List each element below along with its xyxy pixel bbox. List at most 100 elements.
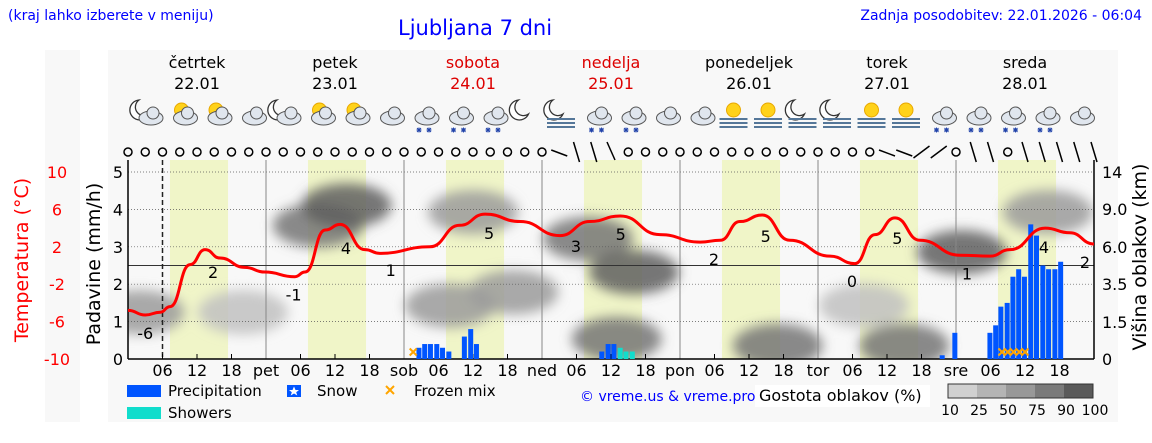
- day-date: 24.01: [450, 74, 496, 93]
- cloud-shape: [1009, 106, 1022, 120]
- x-tick-label: 12: [463, 361, 483, 380]
- wind-calm-icon: [468, 147, 478, 157]
- x-tick-label: 18: [359, 361, 379, 380]
- frozen-mix-mark: [408, 347, 418, 357]
- precip-bar: [939, 355, 945, 359]
- cloud-legend-swatch: [948, 384, 977, 398]
- cloud-shape: [664, 106, 677, 120]
- cloud-height-tick: 9.0: [1102, 200, 1127, 219]
- sun-cloud-icon: [345, 102, 371, 126]
- wind-barb-icon: [1073, 141, 1081, 163]
- cloud-icon: [656, 106, 681, 126]
- x-tick-label: 06: [842, 361, 862, 380]
- wind-calm-icon: [623, 147, 633, 157]
- day-short-label: tor: [807, 361, 830, 380]
- wind-calm-icon: [485, 147, 495, 157]
- x-tick-label: 06: [428, 361, 448, 380]
- snow-shape: [934, 127, 939, 133]
- snow-shape: [633, 127, 639, 133]
- cloud-blob: [1003, 190, 1093, 235]
- cloud-blob: [543, 216, 633, 261]
- day-short-label: sre: [944, 361, 968, 380]
- snow-shape: [495, 127, 501, 133]
- sun-shape: [760, 102, 776, 118]
- cloud-snow-icon: [1035, 106, 1061, 133]
- cloud-shape: [215, 106, 229, 120]
- precip-bar: [1016, 269, 1022, 359]
- precip-bar: [427, 344, 433, 359]
- page-title: Ljubljana 7 dni: [398, 16, 553, 40]
- wind-calm-icon: [433, 147, 444, 157]
- sun-shape: [726, 102, 741, 118]
- day-name: nedelja: [582, 53, 641, 72]
- day-date: 28.01: [1002, 74, 1048, 93]
- temperature-label: 1: [386, 261, 396, 280]
- day-short-label: pon: [665, 361, 695, 380]
- wind-calm-icon: [123, 147, 133, 157]
- wind-barb-icon: [590, 141, 598, 163]
- precip-bar: [1046, 269, 1052, 359]
- precip-tick: 5: [113, 163, 123, 182]
- snow-shape: [599, 127, 604, 133]
- cloud-blob: [916, 230, 1007, 275]
- wind-calm-icon: [865, 147, 875, 157]
- x-tick-label: 18: [773, 361, 793, 380]
- precip-bar: [1010, 276, 1016, 359]
- wind-calm-icon: [951, 147, 961, 157]
- day-short-label: sob: [390, 361, 418, 380]
- precip-tick: 3: [113, 238, 123, 257]
- wind-calm-icon: [778, 147, 789, 157]
- wind-barb-icon: [1038, 141, 1046, 163]
- wind-calm-icon: [502, 147, 513, 157]
- cloud-shape: [698, 106, 712, 120]
- snow-shape: [944, 127, 949, 133]
- sun-fog-icon: [857, 102, 886, 128]
- temperature-label: 4: [1039, 238, 1049, 257]
- precip-bar: [473, 344, 479, 359]
- precip-bar: [468, 329, 474, 359]
- temperature-line: [127, 212, 1095, 317]
- wind-barb-icon: [606, 141, 616, 161]
- temperature-label: -6: [137, 324, 153, 343]
- snow-shape: [968, 127, 974, 133]
- snow-shape: [461, 127, 466, 133]
- wind-calm-icon: [796, 147, 806, 157]
- snow-shape: [1013, 127, 1018, 133]
- cloud-snow-icon: [449, 106, 474, 133]
- x-tick-label: 18: [221, 361, 241, 380]
- cloud-shape: [491, 106, 505, 120]
- precip-bar: [416, 347, 422, 359]
- wind-calm-icon: [847, 147, 858, 157]
- wind-calm-icon: [744, 147, 754, 157]
- wind-calm-icon: [295, 147, 306, 157]
- cloud-shape: [284, 106, 298, 120]
- wind-barb-icon: [878, 149, 896, 157]
- temperature-label: 5: [761, 227, 771, 246]
- precip-bar: [1028, 224, 1034, 359]
- last-update: Zadnja posodobitev: 22.01.2026 - 06:04: [860, 8, 1142, 24]
- cloud-legend-level: 25: [970, 403, 988, 419]
- temp-tick: 2: [52, 238, 62, 257]
- moon-shape: [784, 99, 807, 121]
- temperature-label: 5: [616, 225, 626, 244]
- copyright-link[interactable]: © vreme.us & vreme.pro: [580, 389, 755, 405]
- wind-barb-icon: [969, 141, 977, 163]
- wind-calm-icon: [226, 147, 237, 157]
- precip-bar: [461, 336, 467, 359]
- precip-bar: [1058, 261, 1064, 359]
- x-tick-label: 18: [1049, 361, 1069, 380]
- legend-showers-label: Showers: [168, 404, 232, 422]
- cloud-height-tick: 14: [1102, 163, 1122, 182]
- x-tick-label: 12: [1015, 361, 1035, 380]
- temperature-axis-label: Temperatura (°C): [11, 178, 33, 343]
- day-name: ponedeljek: [705, 53, 794, 72]
- sun-shape: [898, 102, 914, 118]
- cloud-height-tick: 0: [1102, 350, 1112, 369]
- cloud-shape: [1078, 106, 1091, 120]
- frozen-mix-icon: [385, 385, 395, 395]
- wind-calm-icon: [761, 147, 771, 157]
- day-name: četrtek: [169, 53, 227, 72]
- wind-barb-icon: [913, 145, 930, 159]
- cloud-blob: [859, 323, 950, 359]
